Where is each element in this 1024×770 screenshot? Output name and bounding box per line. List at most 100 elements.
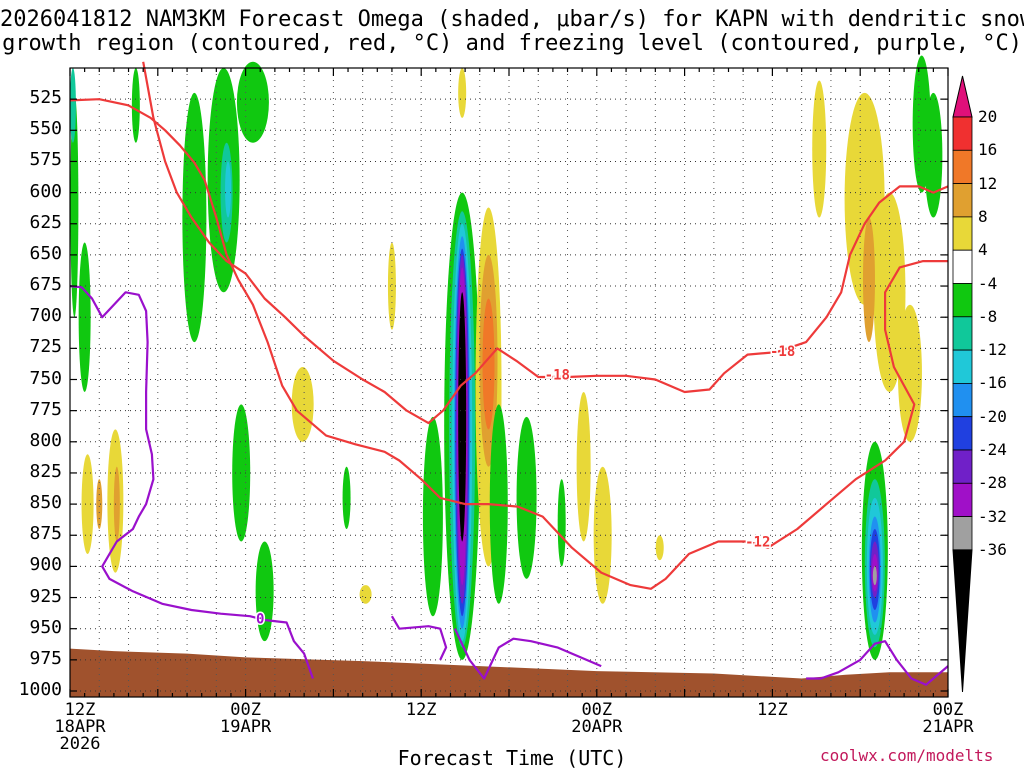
colorbar-box-7 (952, 316, 973, 351)
y-tick-label-875: 875 (29, 523, 62, 545)
y-tick-label-950: 950 (29, 616, 62, 638)
y-tick-label-675: 675 (29, 274, 62, 296)
colorbar-box-8 (952, 349, 973, 384)
omega-yellow-m (897, 304, 922, 442)
freezing-level-contour-0 (69, 285, 314, 679)
colorbar-box-1 (952, 116, 973, 151)
omega-orange-k (862, 217, 875, 343)
colorbar-label-13: -36 (978, 539, 1007, 559)
colorbar-box-11 (952, 449, 973, 484)
omega-yellow-f (458, 68, 467, 118)
x-tick-label-h60: 00Z 21APR (922, 700, 974, 737)
y-tick-label-550: 550 (29, 118, 62, 140)
omega-yellow-c (291, 367, 314, 442)
freezing-level-contour-2 (453, 628, 602, 680)
x-axis-title: Forecast Time (UTC) (397, 746, 627, 770)
colorbar-box-6 (952, 283, 973, 318)
y-tick-label-800: 800 (29, 429, 62, 451)
omega-green-l (516, 416, 537, 579)
colorbar-label-4: 4 (978, 240, 988, 260)
omega-green-j (422, 416, 443, 617)
x-tick-label-h0: 12Z 18APR 2026 (54, 700, 106, 754)
x-tick-label-h48: 12Z (757, 700, 788, 720)
y-tick-label-900: 900 (29, 554, 62, 576)
omega-yellow-e (359, 585, 372, 604)
terrain-fill (70, 648, 948, 697)
omega-green-i (342, 466, 351, 530)
colorbar-box-5 (952, 249, 973, 284)
y-tick-label-1000: 1000 (18, 679, 62, 700)
colorbar-label-8: -16 (978, 373, 1007, 393)
contour-label-0: -18 (545, 368, 570, 384)
colorbar-box-2 (952, 149, 973, 185)
x-tick-label-h36: 00Z 20APR (571, 700, 623, 737)
colorbar-top-arrow (952, 75, 973, 118)
colorbar-box-4 (952, 216, 973, 251)
freezing-level-contour-3 (806, 640, 949, 686)
omega-green-o (924, 92, 943, 218)
y-tick-label-850: 850 (29, 492, 62, 514)
omega-yellow-a2 (96, 479, 103, 530)
credit-text: coolwx.com/modelts (820, 746, 994, 765)
omega-green-f (236, 61, 269, 143)
y-tick-label-525: 525 (29, 87, 62, 109)
x-tick-label-h24: 12Z (405, 700, 437, 720)
colorbar-label-1: 16 (978, 140, 998, 160)
colorbar-label-10: -24 (978, 440, 1007, 459)
colorbar (952, 75, 973, 693)
terrain-shape (70, 648, 948, 697)
omega-core-7 (458, 292, 467, 542)
contours: -18 -18 -12 0 (69, 61, 949, 686)
chart-title-line-2: growth region (contoured, red, °C) and f… (2, 31, 1022, 56)
omega-yellow-l (873, 192, 906, 392)
omega-yellow-h (593, 466, 612, 604)
omega-yellow-i (655, 535, 664, 561)
colorbar-box-9 (952, 382, 973, 418)
colorbar-box-10 (952, 416, 973, 451)
omega-shading (69, 55, 943, 660)
omega-green-g (232, 404, 251, 542)
colorbar-label-5: -4 (978, 273, 998, 293)
colorbar-label-9: -20 (978, 406, 1007, 426)
colorbar-label-2: 12 (978, 173, 998, 193)
y-tick-label-625: 625 (29, 211, 62, 233)
omega-green-a (70, 92, 79, 318)
y-tick-label-775: 775 (29, 398, 62, 420)
colorbar-box-12 (952, 482, 973, 517)
omega-yellow-a (81, 454, 94, 554)
y-tick-label-925: 925 (29, 585, 62, 607)
y-tick-label-975: 975 (29, 647, 62, 669)
omega-yellow-d (387, 242, 396, 330)
x-tick-label-h12: 00Z 19APR (220, 700, 272, 737)
y-tick-label-725: 725 (29, 336, 62, 358)
y-tick-label-750: 750 (29, 367, 62, 389)
colorbar-label-6: -8 (978, 306, 998, 326)
y-tick-label-700: 700 (29, 305, 62, 327)
omega-yellow-j (812, 80, 827, 218)
dgz-contour--18 (142, 61, 949, 425)
y-tick-label-575: 575 (29, 149, 62, 171)
colorbar-box-3 (952, 183, 973, 218)
y-tick-label-600: 600 (29, 180, 62, 202)
colorbar-label-12: -32 (978, 506, 1007, 526)
omega-cyan-e (225, 161, 232, 218)
chart-title-line-1: 2026041812 NAM3KM Forecast Omega (shaded… (0, 7, 1024, 32)
contour-label-2: -12 (745, 534, 770, 550)
y-tick-label-650: 650 (29, 242, 62, 264)
omega-green-b (78, 242, 91, 392)
omega-lr-core-7 (872, 566, 877, 586)
omega-yellow-k (844, 92, 885, 305)
contour-label-3: 0 (256, 612, 264, 628)
omega-yellow-g (576, 391, 591, 542)
omega-green-c (131, 68, 140, 143)
omega-green-m (557, 479, 566, 567)
plot-frame (69, 67, 949, 698)
dgz-contour--12 (69, 98, 948, 590)
omega-down-lobe-12 (482, 298, 495, 430)
colorbar-label-7: -12 (978, 340, 1007, 360)
contour-label-1: -18 (770, 344, 795, 360)
omega-yellow-b2 (113, 466, 120, 542)
omega-teal-top (69, 68, 76, 143)
colorbar-bottom-arrow (952, 549, 973, 693)
